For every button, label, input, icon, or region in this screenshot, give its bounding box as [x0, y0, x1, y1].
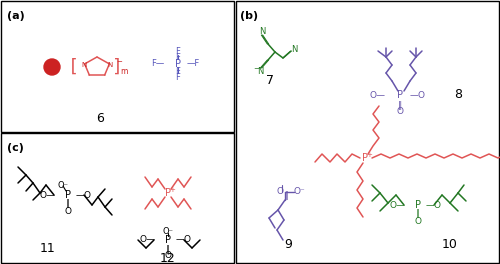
Text: P: P [397, 90, 403, 100]
Text: O⁻: O⁻ [162, 227, 173, 235]
Text: +: + [366, 152, 372, 158]
Text: P: P [165, 235, 171, 245]
Text: 7: 7 [266, 73, 274, 87]
Text: +: + [169, 187, 175, 193]
Text: P: P [362, 153, 368, 163]
Text: O—: O— [40, 191, 56, 200]
Text: F—: F— [151, 59, 164, 68]
Text: N: N [291, 45, 297, 54]
Text: (c): (c) [7, 143, 24, 153]
Bar [236, 1, 499, 263]
Text: P: P [165, 188, 171, 198]
Text: ‖: ‖ [416, 210, 420, 219]
Text: F: F [176, 73, 180, 82]
Text: O—: O— [140, 235, 156, 244]
Text: N: N [257, 68, 263, 77]
Bar [1, 133, 234, 263]
Text: O: O [64, 206, 71, 215]
Text: ‖: ‖ [66, 200, 70, 209]
Text: O⁻: O⁻ [294, 187, 306, 196]
Text: O: O [396, 107, 404, 116]
Text: P: P [175, 59, 181, 69]
Text: ‖: ‖ [166, 244, 170, 253]
Text: 9: 9 [284, 238, 292, 252]
Bar [1, 1, 234, 132]
Text: F: F [176, 53, 180, 62]
Circle shape [44, 59, 60, 75]
Text: 8: 8 [454, 88, 462, 101]
Text: P: P [65, 190, 71, 200]
Text: ‖: ‖ [285, 191, 289, 200]
Text: O: O [164, 252, 172, 261]
Text: (a): (a) [7, 11, 25, 21]
Text: F: F [176, 46, 180, 55]
Text: −: − [116, 59, 122, 65]
Text: —O: —O [410, 91, 426, 100]
Text: (b): (b) [240, 11, 258, 21]
Text: −: − [253, 66, 259, 72]
Text: —O: —O [76, 191, 92, 200]
Text: 10: 10 [442, 238, 458, 252]
Text: —F: —F [187, 59, 200, 68]
Text: O: O [276, 187, 283, 196]
Text: O: O [414, 216, 422, 225]
Text: 12: 12 [160, 252, 176, 264]
Text: F: F [176, 67, 180, 76]
Text: O—: O— [370, 91, 386, 100]
Text: —O: —O [176, 235, 192, 244]
Text: O—: O— [390, 200, 406, 210]
Text: N: N [259, 27, 265, 36]
Text: 6: 6 [96, 111, 104, 125]
Text: —O: —O [426, 200, 442, 210]
Text: P: P [415, 200, 421, 210]
Text: m: m [120, 68, 128, 77]
Text: ‖: ‖ [398, 101, 402, 110]
Text: N: N [108, 62, 113, 68]
Text: [: [ [68, 58, 79, 76]
Text: N: N [81, 62, 86, 68]
Text: ]: ] [112, 58, 123, 76]
Text: O⁻: O⁻ [58, 182, 68, 191]
Text: 11: 11 [40, 242, 56, 254]
